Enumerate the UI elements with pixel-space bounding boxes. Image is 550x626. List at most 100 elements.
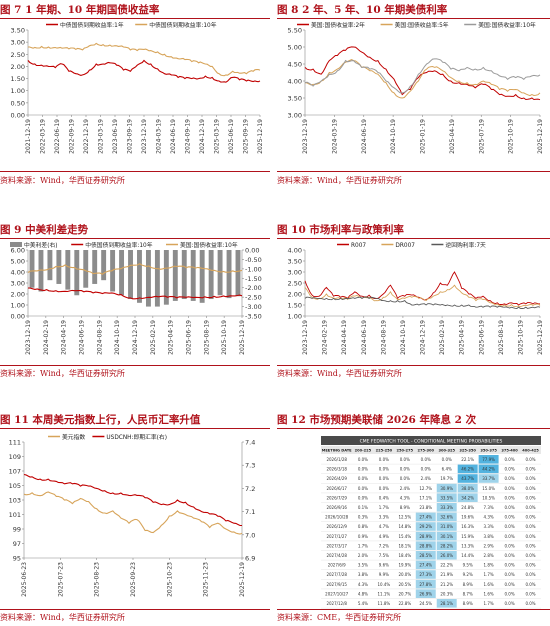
spread-bar bbox=[29, 250, 35, 288]
table-highlight bbox=[478, 455, 499, 464]
table-date-cell: 2027/12/8 bbox=[326, 601, 347, 606]
spread-bar bbox=[172, 250, 178, 301]
table-cell: 4.8% bbox=[358, 591, 368, 596]
spread-bar bbox=[47, 250, 53, 281]
y-tick-label: 0.00 bbox=[11, 313, 25, 321]
table-cell: 1.7% bbox=[358, 543, 368, 548]
y-tick-label: 4.00 bbox=[288, 247, 302, 255]
y-tick-label: 0.50 bbox=[11, 99, 25, 107]
table-highlight bbox=[415, 551, 436, 560]
y-tick-label-right: -2.00 bbox=[245, 284, 262, 292]
table-cell: 26.9% bbox=[419, 591, 432, 596]
source-note: 资料来源：Wind，华西证券研究所 bbox=[0, 176, 125, 185]
spread-bar bbox=[101, 250, 107, 281]
x-tick-label: 2023-12-19 bbox=[141, 119, 148, 154]
panel-yield-cn: 图 7 1 年期、10 年期国债收益率 0.00 0.50 1.00 1.50 2.00… bbox=[0, 0, 270, 190]
table-cell: 21.9% bbox=[440, 572, 453, 577]
chart-spread: 0.001.002.003.004.005.006.00 0.00-0.50-1.… bbox=[10, 241, 262, 355]
x-tick-label: 2024-09-19 bbox=[185, 119, 192, 154]
y-tick-label-right: 0.00 bbox=[245, 247, 259, 255]
table-cell: 7.5% bbox=[379, 553, 389, 558]
table-cell: 0.3% bbox=[358, 515, 368, 520]
table-cell: 10.4% bbox=[377, 582, 390, 587]
y-tick-label: 1.00 bbox=[11, 302, 25, 310]
table-highlight bbox=[478, 464, 499, 474]
table-cell: 0.0% bbox=[504, 495, 514, 500]
table-cell: 33.5% bbox=[440, 495, 453, 500]
table-cell: 0.0% bbox=[525, 543, 535, 548]
legend: 中美利差(右) 中债国债到期收益率:10年 美国:国债收益率:10年 bbox=[10, 241, 238, 249]
table-highlight bbox=[436, 551, 457, 560]
y-tick-label-right: 7.1 bbox=[245, 508, 255, 516]
table-date-cell: 2027/3/17 bbox=[326, 543, 347, 548]
x-tick-label: 2024-10-19 bbox=[114, 320, 121, 355]
table-cell: 28.1% bbox=[440, 601, 453, 606]
legend: 美元指数 USDCNH:即期汇率(右) bbox=[48, 433, 167, 441]
x-tick-label: 2025-12-19 bbox=[239, 562, 246, 597]
table-cell: 14.4% bbox=[461, 553, 474, 558]
x-tick-label: 2024-04-19 bbox=[61, 320, 68, 355]
table-cell: 13.3% bbox=[461, 543, 474, 548]
y-tick-label-right: -0.50 bbox=[245, 256, 262, 264]
spread-bar bbox=[154, 250, 160, 307]
table-cell: 22.8% bbox=[398, 601, 411, 606]
legend-label: 逆回购利率:7天 bbox=[445, 241, 486, 249]
spread-bar bbox=[163, 250, 169, 305]
table-highlight bbox=[415, 570, 436, 579]
x-tick-label: 2024-06-19 bbox=[361, 119, 368, 154]
y-tick-label: 6.00 bbox=[11, 247, 25, 255]
x-tick-label: 2025-10-19 bbox=[508, 119, 515, 154]
chart-cn-yields: 0.00 0.50 1.00 1.50 2.00 2.50 3.00 3.50 2021-12-… bbox=[11, 21, 264, 154]
table-cell: 0.0% bbox=[525, 515, 535, 520]
table-cell: 0.0% bbox=[504, 572, 514, 577]
table-cell: 0.0% bbox=[504, 553, 514, 558]
table-highlight bbox=[457, 483, 478, 493]
table-cell: 0.0% bbox=[525, 524, 535, 529]
legend-label: 美元指数 bbox=[62, 433, 85, 441]
x-tick-label: 2025-02-19 bbox=[439, 320, 446, 355]
table-cell: 33.3% bbox=[440, 505, 453, 510]
y-tick-label: 5.50 bbox=[288, 27, 302, 35]
x-tick-label: 2023-03-19 bbox=[98, 119, 105, 154]
y-tick-label: 2.00 bbox=[11, 63, 25, 71]
x-tick-label: 2024-03-19 bbox=[331, 119, 338, 154]
y-tick-label: 3.00 bbox=[288, 269, 302, 277]
y-tick-label: 2.50 bbox=[288, 280, 302, 288]
table-cell: 0.0% bbox=[358, 457, 368, 462]
spread-bar bbox=[128, 250, 133, 300]
table-cell: 2.8% bbox=[484, 553, 494, 558]
legend: 美国:国债收益率:2年 美国:国债收益率:5年 美国:国债收益率:10年 bbox=[297, 21, 536, 29]
table-cell: 30.9% bbox=[440, 486, 453, 491]
table-cell: 0.0% bbox=[525, 591, 535, 596]
x-tick-label: 2023-06-19 bbox=[112, 119, 119, 154]
table-cell: 0.0% bbox=[525, 457, 535, 462]
table-cell: 29.2% bbox=[419, 524, 432, 529]
series-line bbox=[27, 287, 243, 300]
table-cell: 0.0% bbox=[504, 457, 514, 462]
x-tick-label: 2024-08-19 bbox=[96, 320, 103, 355]
table-highlight bbox=[415, 541, 436, 550]
panel-title: 图 10 市场利率与政策利率 bbox=[277, 224, 404, 236]
table-cell: 0.0% bbox=[379, 467, 389, 472]
table-highlight bbox=[436, 531, 457, 541]
table-cell: 0.0% bbox=[358, 467, 368, 472]
table-cell: 27.8% bbox=[419, 582, 432, 587]
table-cell: 0.0% bbox=[525, 601, 535, 606]
x-tick-label: 2025-03-19 bbox=[214, 119, 221, 154]
table-cell: 27.4% bbox=[419, 563, 432, 568]
table-date-cell: 2027/6/9 bbox=[328, 563, 346, 568]
x-tick-label: 2025-07-19 bbox=[478, 119, 485, 154]
y-tick-label: 1.50 bbox=[288, 302, 302, 310]
table-cell: 4.3% bbox=[484, 515, 494, 520]
table-cell: 43.7% bbox=[461, 476, 474, 481]
table-cell: 0.0% bbox=[379, 476, 389, 481]
x-tick-label: 2025-12-19 bbox=[537, 320, 544, 355]
source-note: 资料来源：CME，华西证券研究所 bbox=[277, 613, 402, 622]
table-cell: 0.0% bbox=[504, 591, 514, 596]
spread-bar bbox=[181, 250, 187, 300]
source-note: 资料来源：Wind，华西证券研究所 bbox=[0, 369, 125, 378]
series-line bbox=[27, 263, 243, 275]
table-cell: 19.7% bbox=[440, 476, 453, 481]
y-tick-label: 2.00 bbox=[11, 291, 25, 299]
table-header-cell: 275-300 bbox=[418, 449, 435, 453]
